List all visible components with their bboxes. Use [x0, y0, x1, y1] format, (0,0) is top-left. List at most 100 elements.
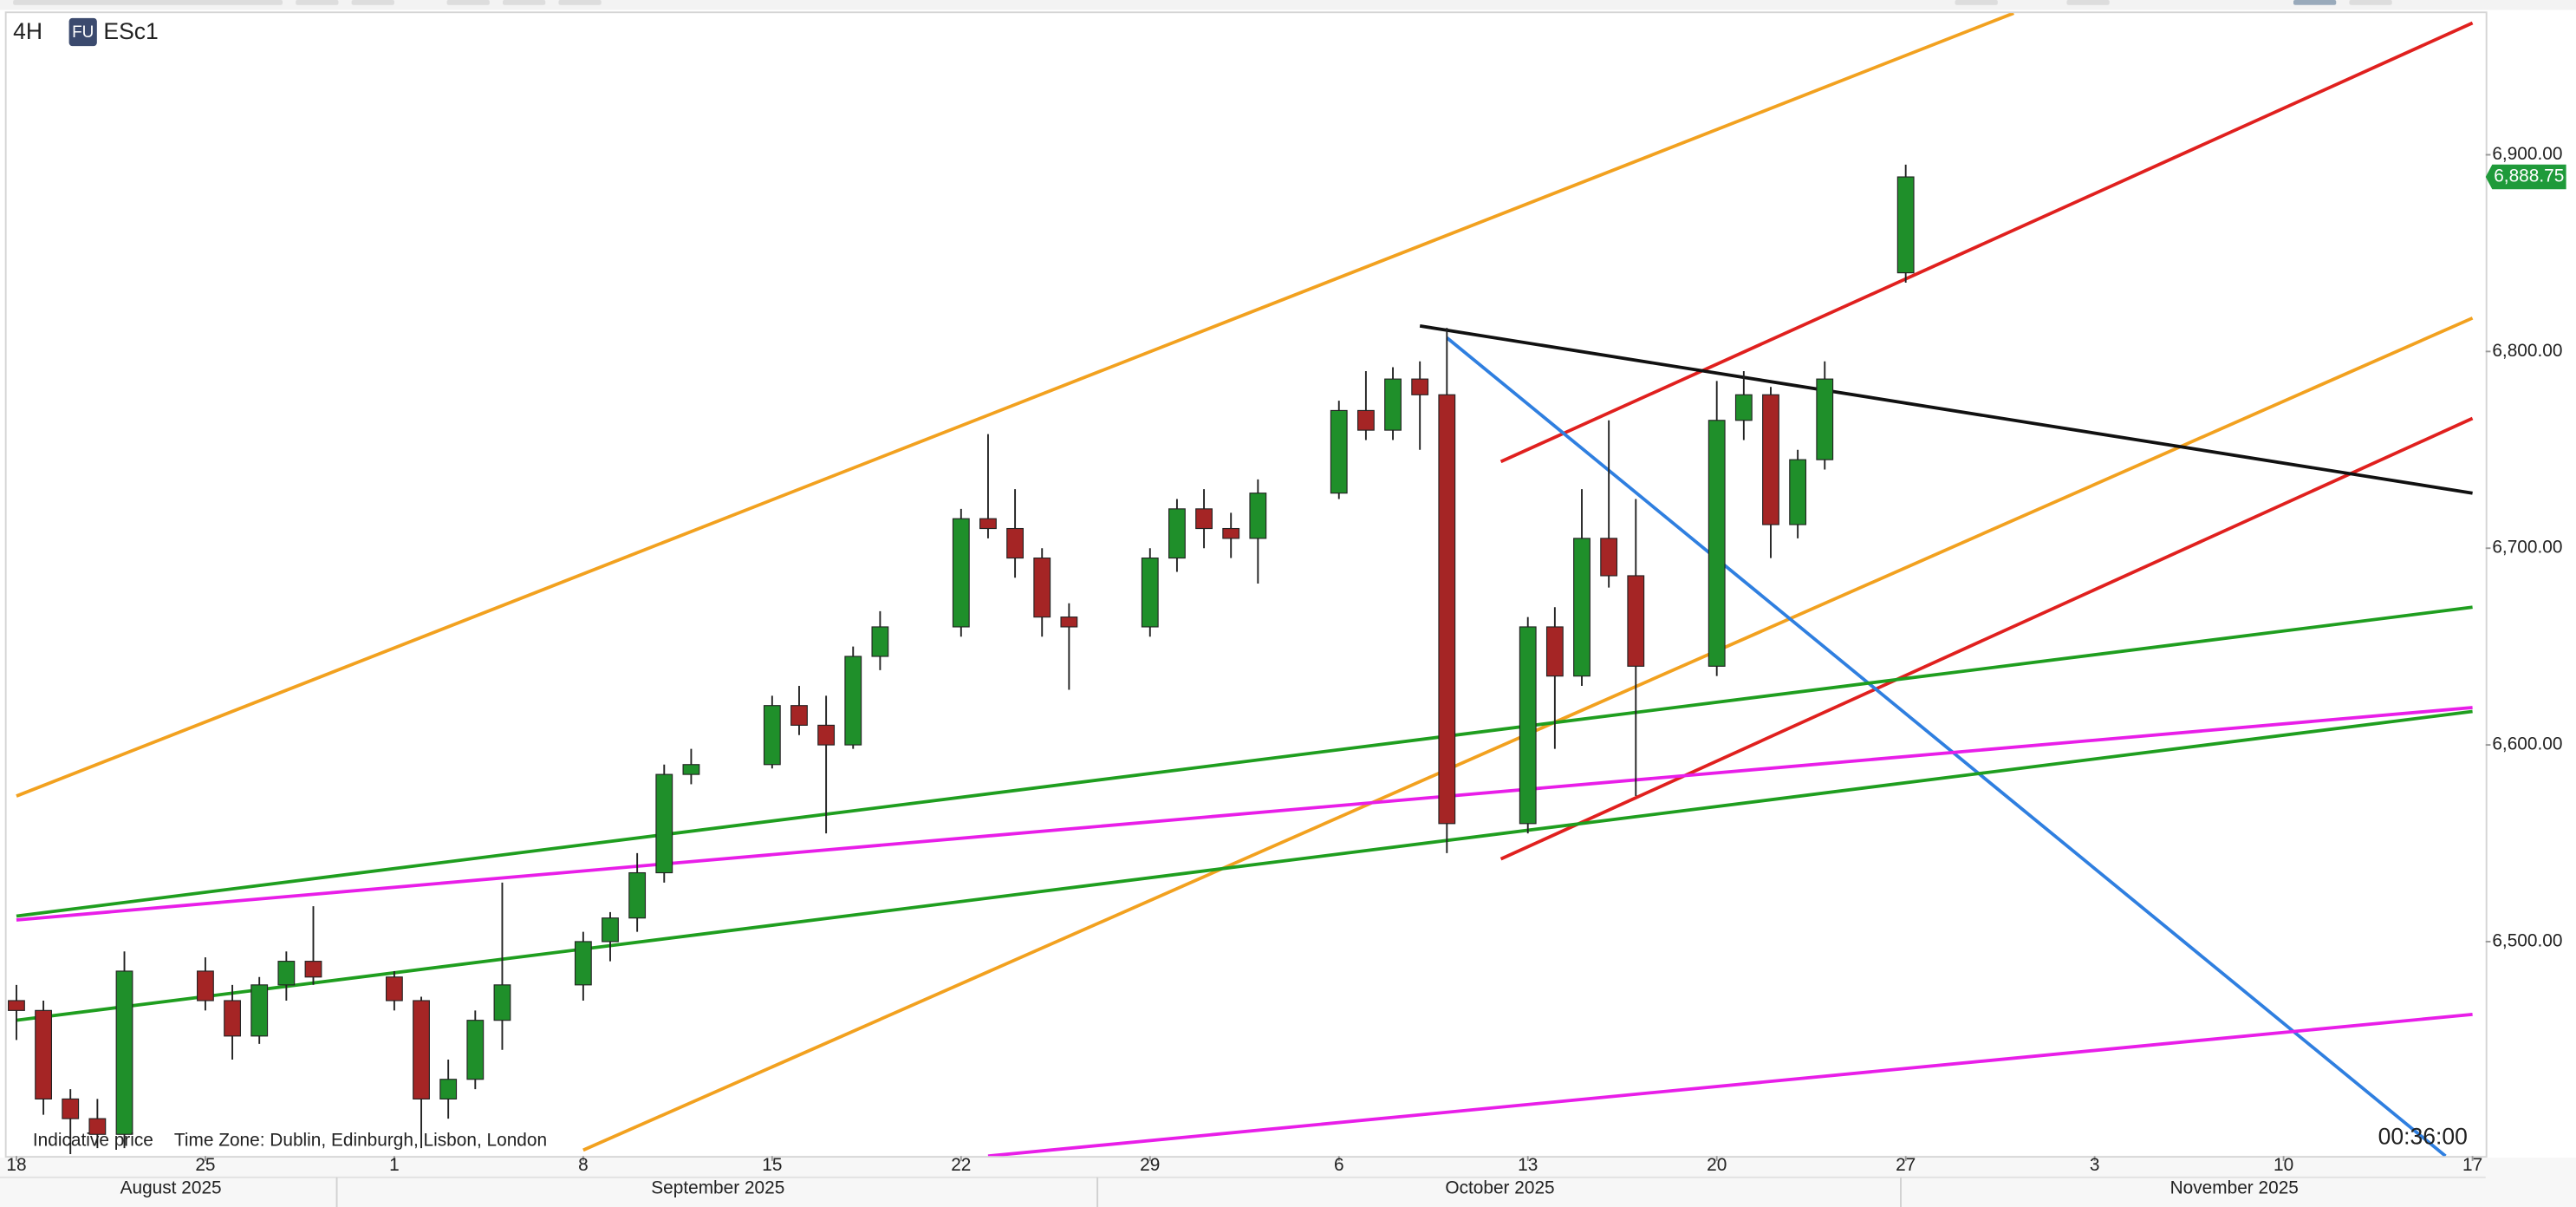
- candle-body: [574, 941, 592, 986]
- candle-body: [1060, 617, 1078, 628]
- candle-body: [763, 705, 781, 766]
- trend-line: [1419, 324, 2473, 495]
- candle-body: [1762, 394, 1779, 525]
- candle-body: [790, 705, 808, 726]
- toolbar-button[interactable]: [558, 0, 602, 5]
- plot-frame: [4, 11, 2488, 1158]
- candle-body: [1195, 508, 1213, 530]
- toolbar-input[interactable]: [13, 0, 283, 5]
- candle-body: [115, 970, 133, 1135]
- candle-body: [385, 976, 403, 1001]
- trend-line: [16, 13, 2014, 798]
- candle-body: [466, 1020, 485, 1080]
- x-tick-label: 27: [1896, 1155, 1916, 1175]
- month-label: August 2025: [120, 1178, 222, 1198]
- x-tick-label: 18: [6, 1155, 26, 1175]
- y-tick-label: 6,600.00: [2492, 734, 2562, 754]
- candle-body: [1168, 508, 1186, 559]
- toolbar-button[interactable]: [351, 0, 394, 5]
- candle-body: [844, 656, 862, 746]
- candle-body: [871, 626, 889, 657]
- x-tick-label: 29: [1140, 1155, 1160, 1175]
- y-tick-label: 6,800.00: [2492, 341, 2562, 361]
- x-tick-label: 1: [389, 1155, 400, 1175]
- candle-body: [1006, 527, 1025, 559]
- x-tick-label: 17: [2462, 1155, 2482, 1175]
- candle-body: [1141, 557, 1159, 628]
- x-tick-label: 8: [578, 1155, 589, 1175]
- candle-body: [88, 1118, 107, 1135]
- badge: FU: [72, 23, 94, 42]
- last-price-tag: [2485, 164, 2566, 190]
- candle-body: [628, 871, 647, 919]
- candle-body: [439, 1079, 458, 1099]
- x-tick-label: 10: [2274, 1155, 2293, 1175]
- candle-body: [1573, 538, 1590, 677]
- candle-body: [277, 961, 296, 986]
- candle-body: [35, 1009, 53, 1099]
- candle-body: [1519, 626, 1537, 825]
- price-note: Indicative price: [33, 1131, 153, 1151]
- candle-body: [1708, 420, 1726, 667]
- candle-body: [62, 1098, 80, 1119]
- toolbar-button[interactable]: [2066, 0, 2110, 5]
- toolbar-button[interactable]: [2349, 0, 2392, 5]
- candle-body: [224, 1000, 241, 1037]
- candle-body: [413, 1000, 430, 1099]
- toolbar: [0, 0, 2576, 10]
- candle-body: [304, 961, 322, 978]
- candle-body: [1330, 409, 1348, 494]
- x-tick-label: 6: [1334, 1155, 1344, 1175]
- x-tick-label: 22: [951, 1155, 971, 1175]
- candle-body: [1222, 527, 1240, 539]
- symbol[interactable]: ESc1: [103, 18, 158, 44]
- month-label: November 2025: [2170, 1178, 2299, 1198]
- candle-body: [1627, 575, 1645, 667]
- toolbar-button[interactable]: [2293, 0, 2337, 5]
- candle-body: [8, 1000, 25, 1011]
- trend-line: [16, 605, 2473, 918]
- y-tick-label: 6,700.00: [2492, 538, 2562, 558]
- candle-body: [493, 984, 511, 1021]
- interval[interactable]: 4H: [13, 18, 42, 44]
- toolbar-button[interactable]: [296, 0, 339, 5]
- candle-body: [1033, 557, 1051, 618]
- candle-body: [1545, 626, 1564, 677]
- candle-body: [817, 724, 836, 746]
- trend-line: [1446, 336, 2447, 1157]
- candle-body: [1789, 459, 1807, 525]
- toolbar-button[interactable]: [1955, 0, 1998, 5]
- x-tick-label: 25: [195, 1155, 215, 1175]
- trend-line: [1499, 21, 2474, 464]
- x-axis-band: [0, 1158, 2576, 1207]
- badge-bg: [68, 17, 97, 47]
- candle-body: [979, 518, 997, 530]
- y-tick-label: 6,500.00: [2492, 930, 2562, 950]
- toolbar-button[interactable]: [502, 0, 546, 5]
- x-tick-label: 20: [1707, 1155, 1727, 1175]
- candle-body: [250, 984, 269, 1037]
- trend-line: [16, 706, 2473, 922]
- candle-body: [655, 773, 673, 874]
- x-tick-label: 13: [1518, 1155, 1538, 1175]
- last-price-label: 6,888.75: [2494, 166, 2564, 186]
- toolbar-button[interactable]: [446, 0, 490, 5]
- candle-body: [1249, 493, 1267, 539]
- trend-line: [16, 709, 2473, 1022]
- x-tick-label: 3: [2090, 1155, 2100, 1175]
- candle-body: [1356, 409, 1375, 431]
- candle-body: [1438, 394, 1456, 825]
- candle-body: [1600, 538, 1618, 577]
- candle-body: [682, 764, 700, 775]
- trend-line: [1499, 416, 2474, 861]
- month-label: September 2025: [651, 1178, 784, 1198]
- y-tick-label: 6,900.00: [2492, 144, 2562, 164]
- candles: [8, 164, 1915, 1154]
- axes: 6,500.00 6,600.00 6,700.00 6,800.00 6,900.00…: [6, 144, 2566, 1198]
- candle-body: [602, 917, 619, 943]
- time-zone: Time Zone: Dublin, Edinburgh, Lisbon, Lo…: [174, 1131, 547, 1151]
- candle-body: [197, 970, 214, 1001]
